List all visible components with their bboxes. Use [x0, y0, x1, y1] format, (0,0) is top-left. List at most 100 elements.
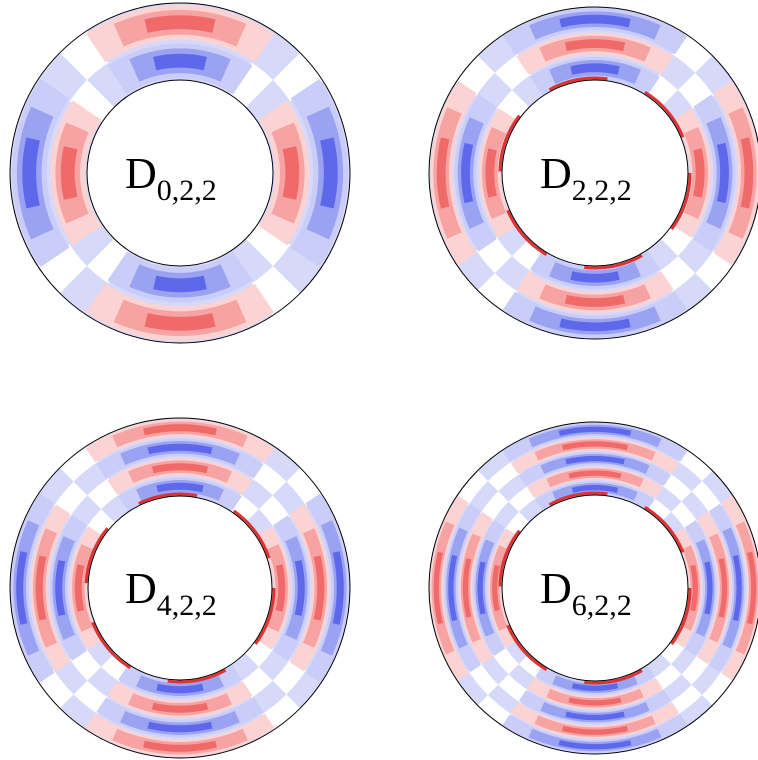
contour-lobe	[564, 294, 626, 307]
inner-edge-layer	[498, 491, 692, 685]
contour-lobe	[747, 551, 757, 625]
contour-lobe	[732, 554, 742, 622]
contour-lobe	[564, 39, 626, 52]
contour-lobe	[143, 424, 217, 436]
contour-lobe	[332, 551, 344, 625]
checker-cell	[498, 674, 529, 703]
contour-lobe	[320, 137, 338, 209]
panel-label: D2,2,2	[540, 149, 632, 207]
contour-lobe	[147, 443, 213, 455]
contour-lobe	[448, 554, 458, 622]
contour-lobe	[153, 53, 207, 71]
checker-cell	[455, 470, 488, 506]
contour-lobe	[156, 482, 204, 493]
contour-lobe	[294, 559, 305, 617]
contour-lobe	[477, 561, 486, 615]
contour-lobe	[16, 551, 28, 625]
contour-lobe	[282, 146, 300, 200]
contour-lobe	[151, 463, 209, 474]
inner-edge-layer	[498, 76, 692, 270]
hole	[86, 79, 274, 267]
checker-cell	[69, 80, 115, 123]
outer-boundary	[428, 6, 758, 340]
contour-lobe	[693, 148, 705, 198]
contour-lobe	[568, 470, 622, 479]
contour-lobe	[35, 555, 47, 621]
label-letter: D	[125, 564, 157, 613]
checker-cell	[480, 491, 509, 522]
label-subscript: 6,2,2	[572, 589, 632, 622]
checker-cell	[59, 445, 99, 482]
contour-lobe	[571, 683, 619, 691]
annulus-plot: D0,2,2	[9, 2, 351, 344]
label-subscript: 2,2,2	[572, 174, 632, 207]
label-letter: D	[125, 149, 157, 198]
contour-lobe	[436, 137, 450, 209]
contour-lobe	[565, 711, 625, 721]
contour-lobe	[153, 275, 207, 293]
contour-lobe	[144, 15, 216, 33]
annulus-plot: D6,2,2	[428, 421, 758, 755]
checker-cell	[671, 501, 698, 530]
checker-cell	[660, 638, 686, 665]
checker-cell	[245, 223, 291, 266]
checker-cell	[477, 695, 513, 728]
checker-cell	[59, 30, 109, 81]
checker-cell	[661, 473, 692, 502]
contour-lobe	[565, 455, 625, 465]
checker-cell	[230, 62, 273, 108]
checker-cell	[681, 654, 710, 685]
checker-cell	[677, 448, 713, 481]
hole	[501, 494, 689, 682]
checker-cell	[504, 511, 530, 538]
panel-label: D4,2,2	[125, 564, 217, 622]
checker-cell	[691, 480, 722, 514]
outer-boundary	[428, 421, 758, 755]
contour-lobe	[570, 271, 620, 283]
contour-lobe	[716, 142, 729, 204]
contour-lobe	[275, 564, 286, 612]
contour-lobe	[22, 137, 40, 209]
checker-cell	[251, 461, 287, 496]
contour-lobe	[485, 148, 497, 198]
checker-cell	[261, 694, 301, 731]
contour-lobe	[704, 561, 713, 615]
contour-lobe	[55, 559, 66, 617]
checker-cell	[37, 669, 74, 709]
checker-cell	[37, 244, 88, 294]
label-subscript: 4,2,2	[157, 589, 217, 622]
contour-lobe	[690, 564, 698, 612]
checker-cell	[272, 659, 307, 695]
contour-lobe	[144, 313, 216, 331]
contour-lobe	[143, 740, 217, 752]
checker-cell	[251, 265, 301, 316]
contour-lobe	[558, 426, 632, 436]
hole	[87, 495, 273, 681]
contour-lobe	[74, 564, 85, 612]
contour-lobe	[561, 441, 629, 451]
contour-lobe	[740, 137, 754, 209]
contour-lobe	[492, 564, 500, 612]
panel-label: D6,2,2	[540, 564, 632, 622]
contour-lobe	[60, 146, 78, 200]
contour-lobe	[570, 63, 620, 75]
label-letter: D	[540, 149, 572, 198]
hole	[501, 79, 689, 267]
contour-lobe	[568, 697, 622, 706]
contour-lobe	[313, 555, 325, 621]
label-subscript: 0,2,2	[157, 174, 217, 207]
outer-boundary	[9, 417, 351, 759]
contour-lobe	[433, 551, 443, 625]
checker-cell	[487, 461, 521, 492]
contour-lobe	[571, 485, 619, 493]
checker-cell	[653, 664, 682, 691]
checker-cell	[518, 653, 545, 679]
checker-cell	[286, 467, 323, 507]
contour-lobe	[718, 558, 728, 618]
checker-cell	[53, 481, 88, 517]
checker-cell	[492, 646, 519, 675]
checker-cell	[272, 52, 323, 102]
contour-lobe	[561, 725, 629, 735]
contour-lobe	[147, 721, 213, 733]
annulus-plot: D4,2,2	[9, 417, 351, 759]
